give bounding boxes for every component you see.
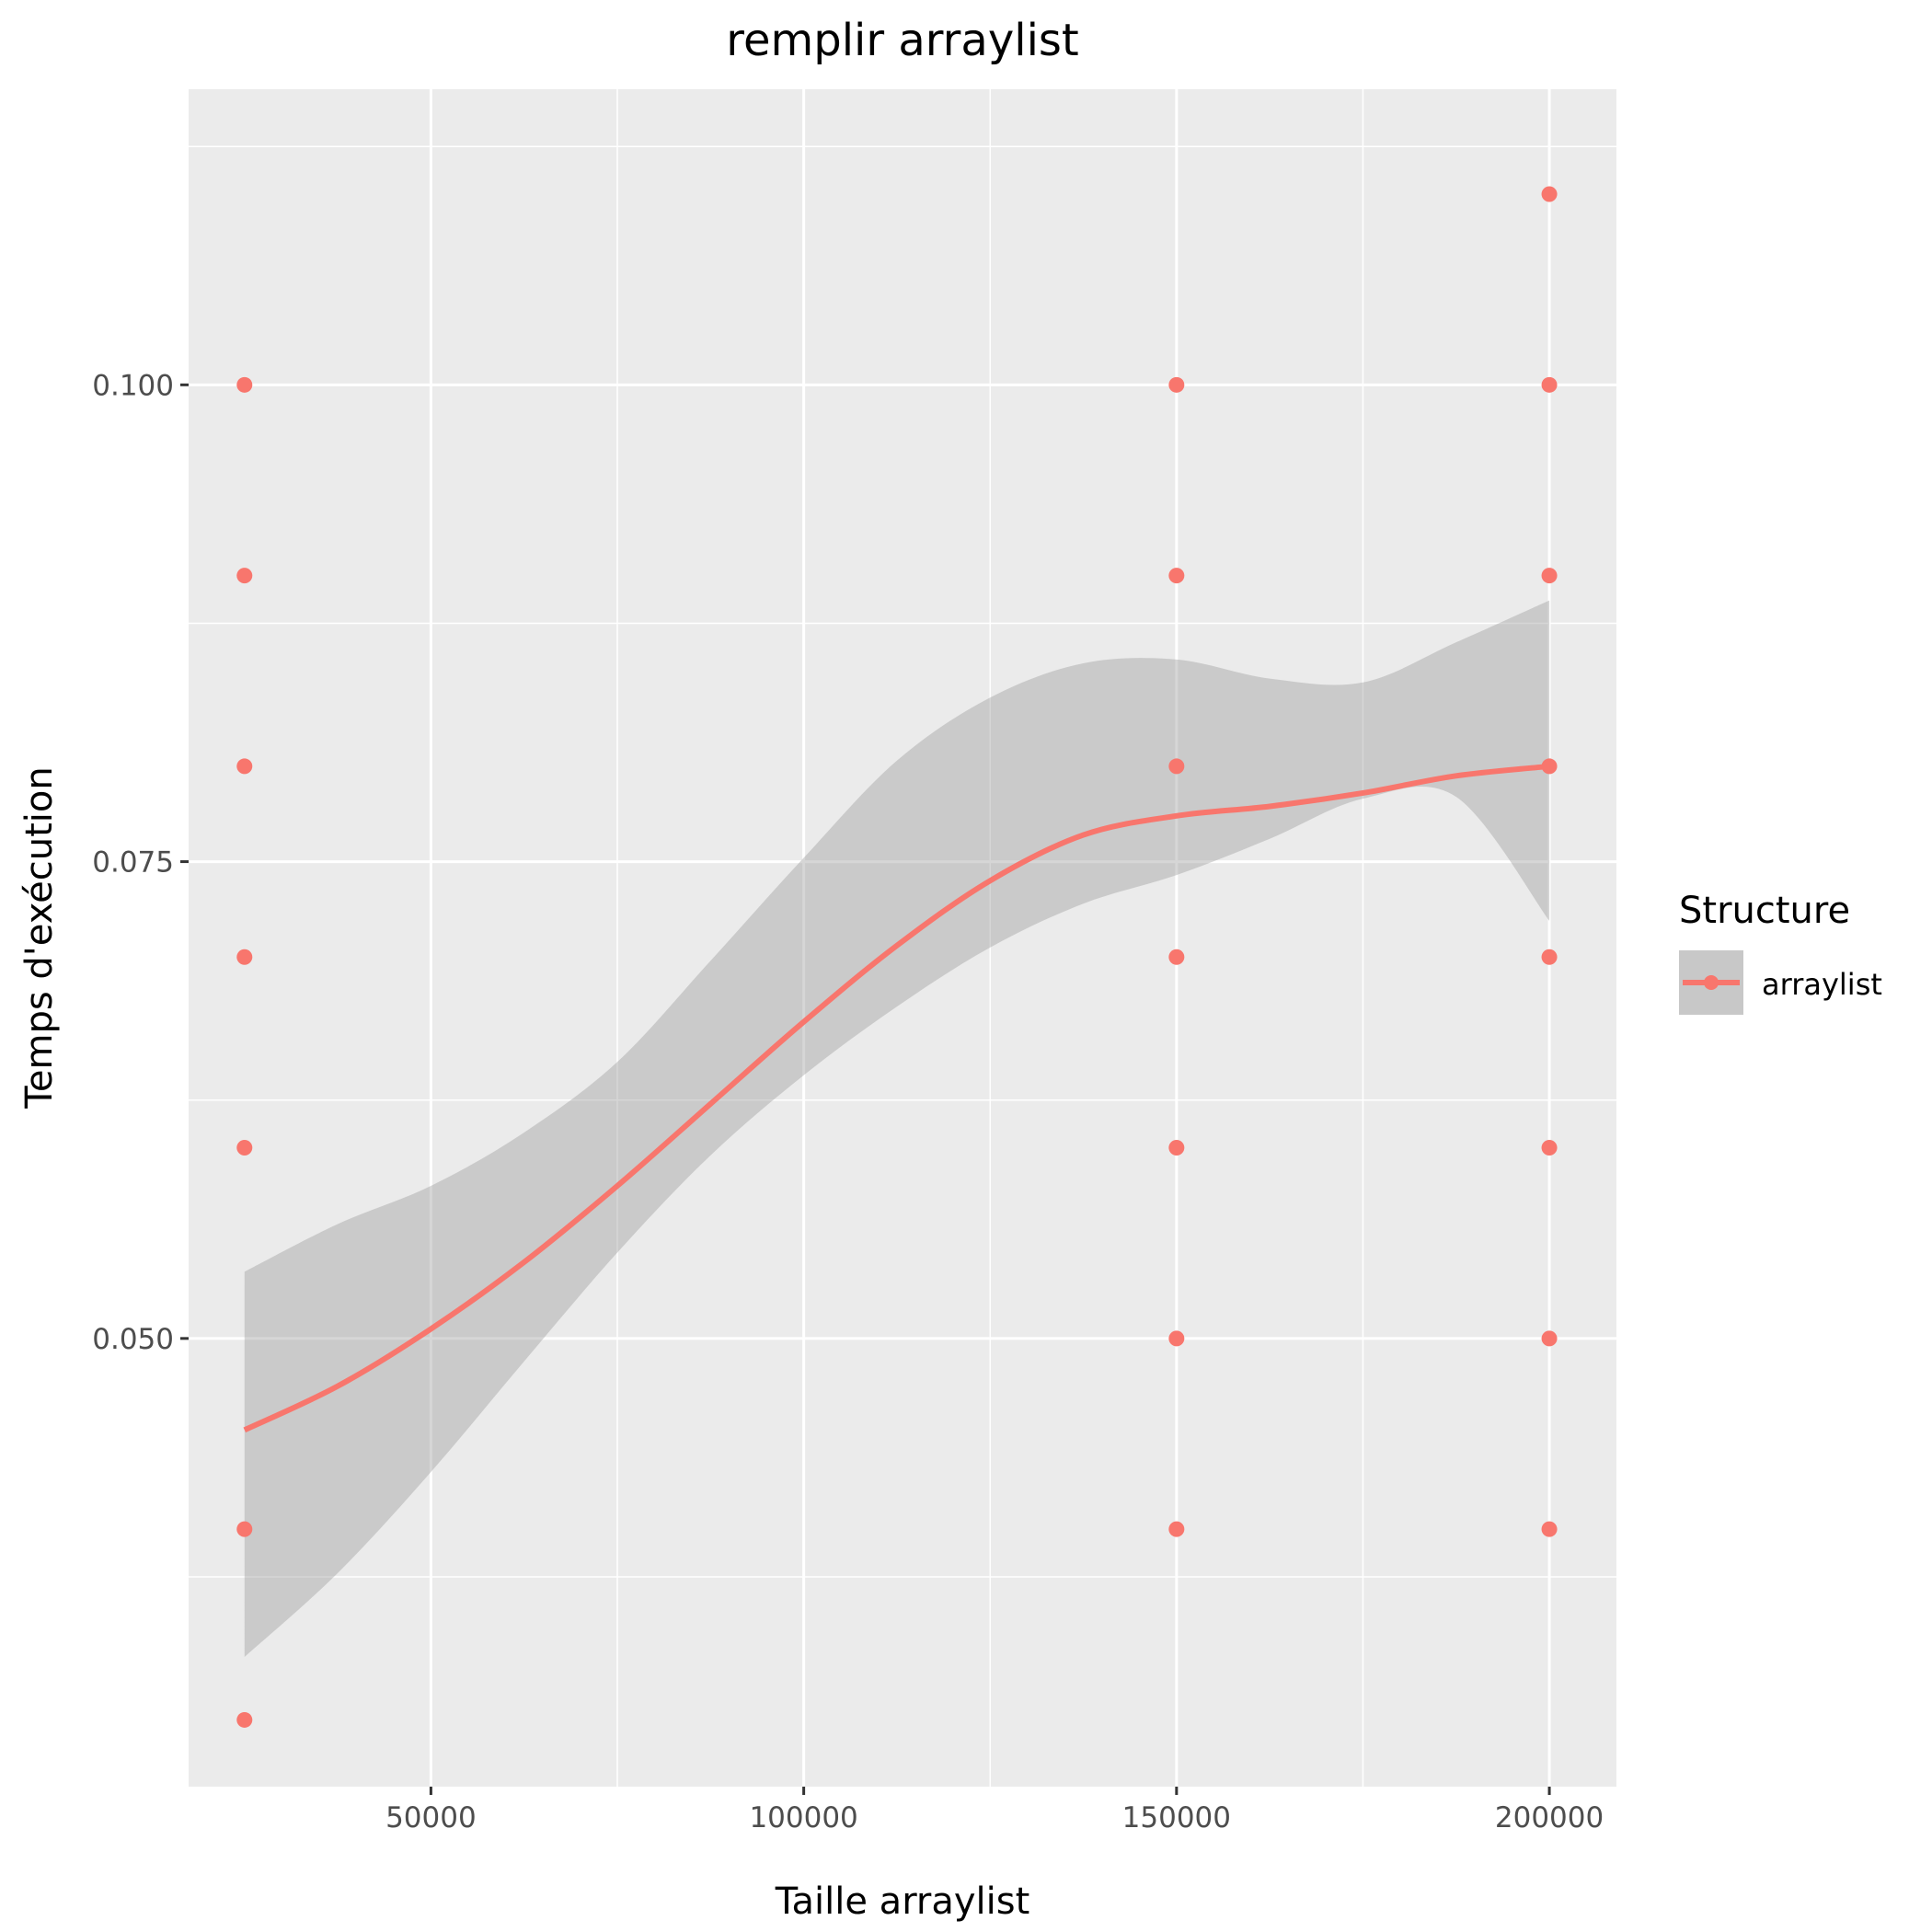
data-point xyxy=(236,568,253,584)
data-point xyxy=(1541,949,1558,965)
y-axis: 0.050 0.075 0.100 xyxy=(92,369,189,1356)
y-tick-label: 0.075 xyxy=(92,846,174,880)
data-point xyxy=(1541,186,1558,202)
data-point xyxy=(236,1140,253,1156)
data-point xyxy=(236,376,253,393)
grid-minor xyxy=(189,89,1616,1787)
data-point xyxy=(1541,1140,1558,1156)
data-point xyxy=(1168,376,1185,393)
data-point xyxy=(1168,1330,1185,1347)
legend: Structure arraylist xyxy=(1679,890,1882,1015)
data-point xyxy=(1541,758,1558,775)
data-point xyxy=(236,1711,253,1728)
data-point xyxy=(1541,376,1558,393)
x-tick-label: 50000 xyxy=(385,1801,477,1834)
data-point xyxy=(1541,1330,1558,1347)
confidence-ribbon xyxy=(244,600,1550,1658)
x-axis-label: Taille arraylist xyxy=(775,1880,1030,1923)
data-points xyxy=(236,186,1558,1728)
data-point xyxy=(1541,1521,1558,1537)
y-tick-label: 0.100 xyxy=(92,369,174,402)
data-point xyxy=(1168,568,1185,584)
smooth-line xyxy=(243,763,1550,1433)
x-tick-label: 200000 xyxy=(1495,1801,1604,1834)
x-axis: 50000 100000 150000 200000 xyxy=(385,1787,1604,1834)
data-point xyxy=(236,949,253,965)
y-tick-label: 0.050 xyxy=(92,1323,174,1356)
data-point xyxy=(1168,1521,1185,1537)
y-axis-label: Temps d'exécution xyxy=(18,766,61,1109)
data-point xyxy=(236,758,253,775)
data-point xyxy=(1541,568,1558,584)
data-point xyxy=(1168,1140,1185,1156)
x-tick-label: 150000 xyxy=(1122,1801,1231,1834)
legend-title: Structure xyxy=(1679,890,1850,932)
chart-title: remplir arraylist xyxy=(726,15,1078,66)
data-point xyxy=(236,1521,253,1537)
grid-major xyxy=(189,89,1616,1787)
legend-key-point xyxy=(1704,975,1719,990)
x-tick-label: 100000 xyxy=(749,1801,857,1834)
data-point xyxy=(1168,949,1185,965)
data-point xyxy=(1168,758,1185,775)
legend-entry-arraylist: arraylist xyxy=(1762,967,1882,1002)
